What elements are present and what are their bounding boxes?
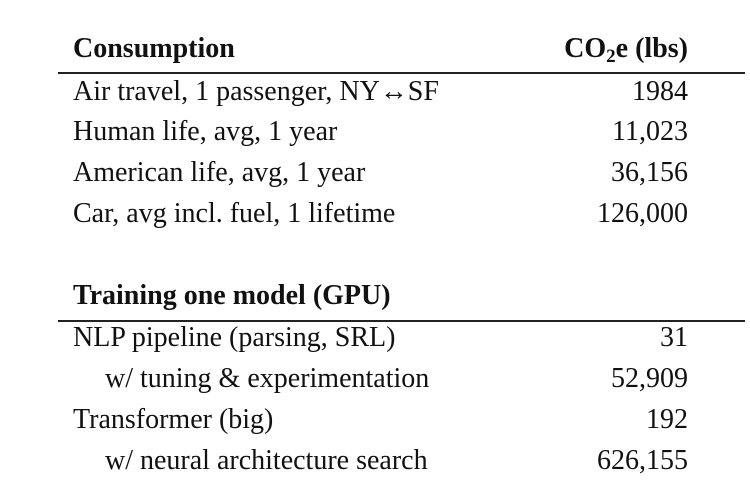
- row-label: Transformer (big): [73, 404, 274, 435]
- row-value: 626,155: [597, 445, 688, 476]
- row-value: 192: [646, 404, 688, 435]
- row-label: w/ neural architecture search: [105, 445, 428, 476]
- section-header: Consumption: [73, 33, 235, 64]
- row-label: w/ tuning & experimentation: [105, 363, 430, 394]
- row-label: Car, avg incl. fuel, 1 lifetime: [73, 198, 396, 229]
- unit-suffix: e (lbs): [615, 33, 688, 64]
- unit-sub: 2: [606, 46, 616, 67]
- row-value: 1984: [632, 76, 688, 107]
- rule: [58, 72, 745, 74]
- section-header: Training one model (GPU): [73, 280, 391, 311]
- row-value: 36,156: [611, 157, 688, 188]
- row-label: NLP pipeline (parsing, SRL): [73, 322, 396, 353]
- row-label: American life, avg, 1 year: [73, 157, 366, 188]
- row-label: Air travel, 1 passenger, NY↔SF: [73, 76, 439, 107]
- rule: [58, 320, 745, 322]
- row-value: 31: [660, 322, 688, 353]
- unit-header: CO2e (lbs): [564, 32, 688, 66]
- row-value: 52,909: [611, 363, 688, 394]
- row-value: 126,000: [597, 198, 688, 229]
- row-value: 11,023: [612, 116, 688, 147]
- row-label: Human life, avg, 1 year: [73, 116, 338, 147]
- unit-prefix: CO: [564, 33, 607, 64]
